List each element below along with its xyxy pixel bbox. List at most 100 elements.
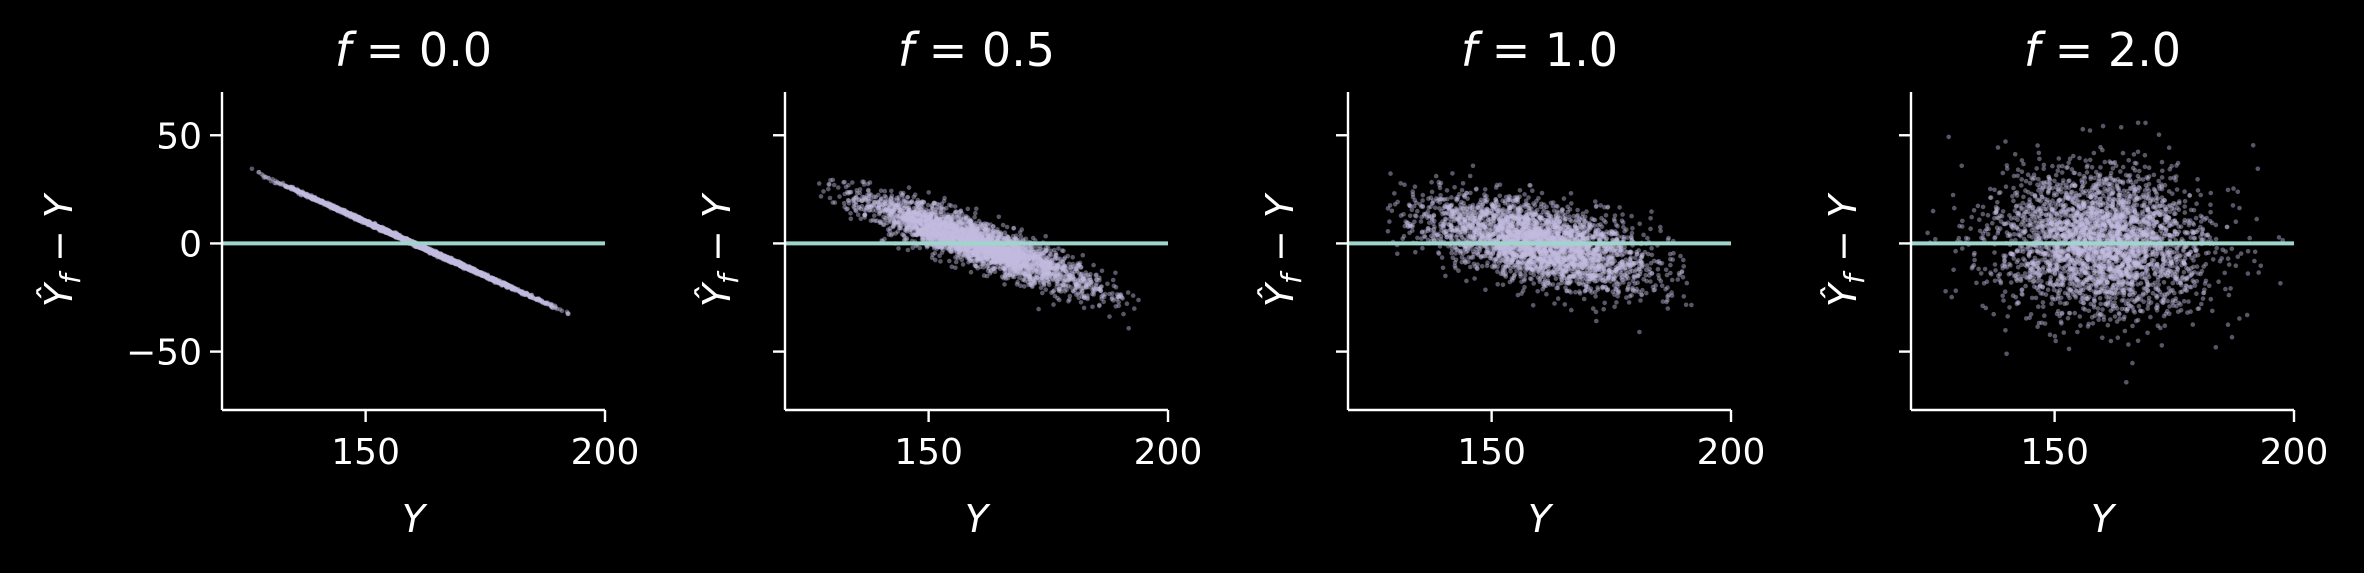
scatter-point [328,204,334,209]
scatter-point [379,228,385,233]
scatter-point [296,191,302,197]
scatter-point [424,246,430,252]
scatter-point [429,249,435,255]
scatter-point [355,215,361,220]
scatter-point [452,260,458,265]
scatter-point [394,233,400,239]
scatter-point [441,254,447,260]
scatter-point [387,230,393,235]
scatter-point [427,248,432,253]
scatter-point [1113,304,1119,309]
scatter-point [429,249,434,254]
scatter-point [443,253,448,259]
scatter-point [440,255,446,260]
x-tick-label: 200 [571,432,640,473]
scatter-point [457,261,462,267]
scatter-point [1113,270,1118,276]
scatter-point [341,209,347,215]
scatter-point [376,226,382,231]
scatter-point [442,256,447,262]
scatter-point [398,236,404,241]
scatter-point [354,216,360,222]
scatter-point [440,253,445,259]
scatter-point [527,294,532,299]
scatter-point [369,224,375,229]
scatter-point [471,267,476,273]
scatter-point [380,227,386,232]
scatter-point [429,248,435,254]
scatter-point [374,224,379,230]
scatter-point [457,260,463,265]
scatter-point [296,190,302,196]
scatter-point [386,230,392,236]
scatter-point [472,269,478,275]
scatter-point [361,218,367,224]
scatter-point [317,200,323,205]
scatter-point [418,244,424,250]
scatter-point [511,286,517,291]
scatter-point [284,183,289,189]
scatter-point [399,235,404,241]
scatter-point [360,217,365,222]
scatter-point [464,265,470,271]
scatter-point [434,252,440,257]
scatter-point [559,308,565,314]
scatter-point [397,234,402,240]
scatter-point [384,229,390,234]
scatter-point [545,301,551,306]
scatter-point [429,250,434,255]
y-axis-label: Ŷf − Y [37,192,87,307]
scatter-point [330,205,336,210]
scatter-point [463,264,469,270]
scatter-point [318,199,323,204]
scatter-point [474,270,480,275]
scatter-point [397,234,402,240]
scatter-point [376,225,382,230]
scatter-point [331,205,337,210]
scatter-point [353,214,359,220]
scatter-point [535,296,540,302]
scatter-point [395,235,401,240]
scatter-point [288,186,294,191]
scatter-point [439,253,444,258]
scatter-point [459,263,464,269]
scatter-point [449,258,455,263]
scatter-point [328,203,334,209]
scatter-point [330,203,336,209]
scatter-point [334,205,340,211]
scatter-point [389,231,394,236]
scatter-point [326,203,332,209]
scatter-point [392,233,397,238]
scatter-point [457,260,463,266]
scatter-point [393,230,398,236]
scatter-point [1110,277,1116,283]
scatter-point [445,256,450,262]
scatter-point [452,259,458,264]
scatter-point [374,224,380,229]
scatter-point [355,215,361,221]
scatter-point [326,202,332,208]
scatter-point [398,234,404,239]
scatter-point [498,278,503,284]
scatter-point [427,250,433,256]
scatter-point [419,245,424,250]
scatter-point [419,246,425,251]
scatter-point [422,246,428,252]
scatter-point [387,230,393,236]
scatter-point [436,252,442,257]
scatter-point [425,246,430,252]
scatter-point [400,235,405,241]
scatter-point [436,251,442,257]
scatter-point [439,254,445,260]
scatter-point [366,219,372,225]
scatter-point [343,210,349,215]
scatter-point [355,216,360,221]
scatter-point [299,192,304,198]
scatter-point [322,201,328,206]
scatter-point [438,255,443,261]
scatter-point [340,208,346,214]
scatter-point [447,255,453,261]
scatter-point [388,229,393,234]
scatter-point [494,277,499,282]
